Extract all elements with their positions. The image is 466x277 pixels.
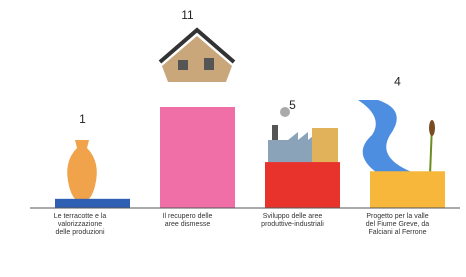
category-label: Progetto per la valle del Fiume Greve, d… xyxy=(365,213,430,237)
value-label: 1 xyxy=(79,112,86,126)
category-label: Il recupero delle aree dismesse xyxy=(155,213,220,229)
bar xyxy=(370,171,445,208)
value-label: 5 xyxy=(289,98,296,112)
value-label: 4 xyxy=(394,74,401,88)
category-label: Sviluppo delle aree produttive-industria… xyxy=(260,213,325,229)
bar xyxy=(55,199,130,208)
bar xyxy=(160,107,235,208)
category-label: Le terracotte e la valorizzazione delle … xyxy=(50,213,110,237)
value-label: 11 xyxy=(181,8,194,22)
river-icon xyxy=(358,100,435,175)
factory-icon xyxy=(268,107,338,165)
vase-icon xyxy=(67,140,97,202)
chart: 11154 Le terracotte e la valorizzazione … xyxy=(0,0,466,277)
ruin-icon xyxy=(160,30,234,82)
bar xyxy=(265,162,340,208)
